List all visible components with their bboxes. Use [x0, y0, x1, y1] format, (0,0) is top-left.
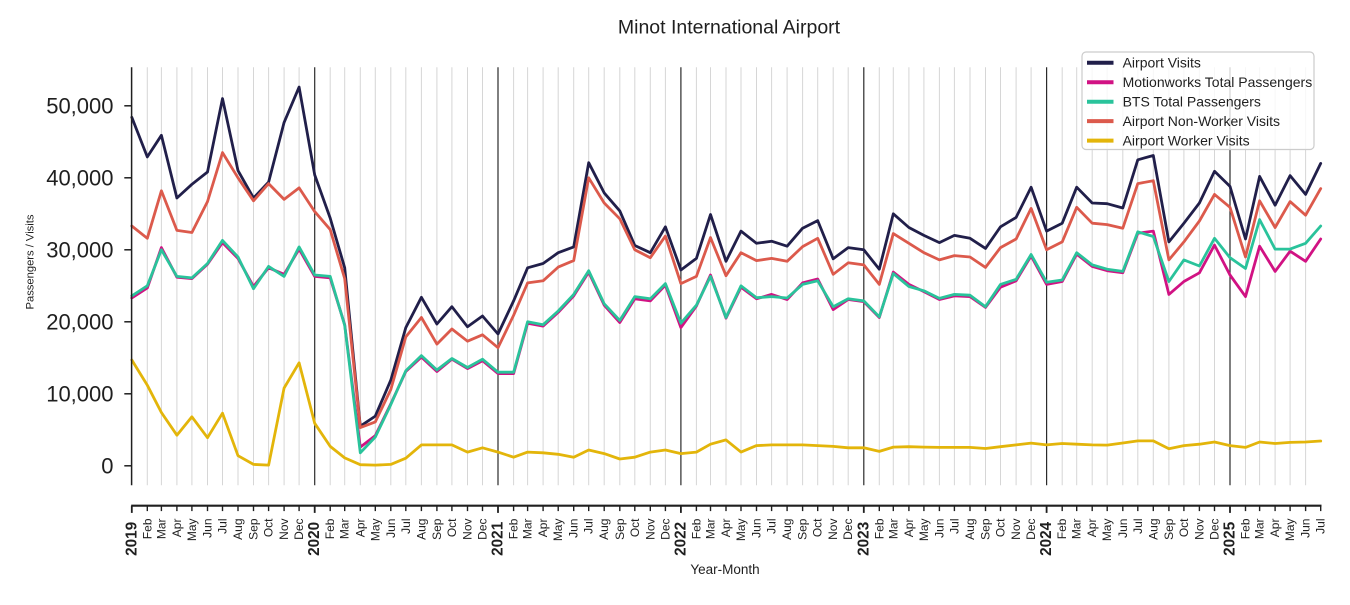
svg-text:Nov: Nov	[1192, 519, 1206, 540]
svg-text:Feb: Feb	[140, 518, 154, 539]
svg-text:Oct: Oct	[445, 518, 459, 537]
svg-text:Jun: Jun	[750, 519, 764, 538]
svg-text:Apr: Apr	[1085, 519, 1099, 538]
svg-text:Aug: Aug	[414, 519, 428, 540]
svg-text:Dec: Dec	[476, 519, 490, 540]
svg-text:Jul: Jul	[765, 519, 779, 534]
svg-text:Nov: Nov	[277, 519, 291, 540]
svg-text:Feb: Feb	[1055, 518, 1069, 539]
svg-text:Jul: Jul	[947, 519, 961, 534]
svg-text:BTS Total Passengers: BTS Total Passengers	[1123, 94, 1261, 110]
svg-text:Mar: Mar	[704, 519, 718, 540]
svg-text:Airport Visits: Airport Visits	[1123, 55, 1201, 71]
svg-text:Aug: Aug	[1146, 519, 1160, 540]
svg-text:20,000: 20,000	[46, 309, 113, 334]
svg-text:Oct: Oct	[262, 518, 276, 537]
svg-text:Mar: Mar	[338, 519, 352, 540]
svg-text:Aug: Aug	[231, 519, 245, 540]
svg-text:Jul: Jul	[582, 519, 596, 534]
svg-text:Oct: Oct	[994, 518, 1008, 537]
svg-text:Dec: Dec	[292, 519, 306, 540]
svg-text:50,000: 50,000	[46, 93, 113, 118]
svg-text:Jun: Jun	[1299, 519, 1313, 538]
svg-text:Jun: Jun	[201, 519, 215, 538]
svg-text:Dec: Dec	[1024, 519, 1038, 540]
svg-text:May: May	[185, 519, 199, 542]
svg-text:Dec: Dec	[841, 519, 855, 540]
svg-text:Oct: Oct	[811, 518, 825, 537]
svg-text:May: May	[734, 519, 748, 542]
svg-text:Apr: Apr	[1268, 519, 1282, 538]
svg-text:Feb: Feb	[689, 518, 703, 539]
svg-text:30,000: 30,000	[46, 237, 113, 262]
svg-text:Motionworks Total Passengers: Motionworks Total Passengers	[1123, 74, 1313, 90]
svg-text:10,000: 10,000	[46, 381, 113, 406]
svg-text:Passengers / Visits: Passengers / Visits	[25, 214, 37, 309]
svg-text:Dec: Dec	[1208, 519, 1222, 540]
svg-text:Airport Non-Worker Visits: Airport Non-Worker Visits	[1123, 113, 1280, 129]
svg-text:2025: 2025	[1222, 521, 1239, 556]
svg-text:2023: 2023	[855, 522, 872, 556]
svg-text:Sep: Sep	[430, 518, 444, 540]
svg-text:Minot International Airport: Minot International Airport	[618, 17, 841, 39]
svg-text:40,000: 40,000	[46, 165, 113, 190]
svg-text:May: May	[368, 519, 382, 542]
svg-text:Feb: Feb	[323, 518, 337, 539]
svg-text:Nov: Nov	[643, 519, 657, 540]
svg-text:Mar: Mar	[1253, 519, 1267, 540]
svg-text:Apr: Apr	[902, 519, 916, 538]
svg-text:2024: 2024	[1038, 521, 1055, 556]
svg-text:Jun: Jun	[384, 519, 398, 538]
svg-text:Jul: Jul	[1131, 519, 1145, 534]
svg-text:May: May	[551, 519, 565, 542]
svg-text:Oct: Oct	[628, 518, 642, 537]
svg-text:Jun: Jun	[1116, 519, 1130, 538]
svg-text:Year-Month: Year-Month	[690, 562, 759, 577]
svg-text:May: May	[917, 519, 931, 542]
svg-text:Aug: Aug	[780, 519, 794, 540]
svg-text:Jun: Jun	[932, 519, 946, 538]
svg-text:Apr: Apr	[353, 519, 367, 538]
svg-text:Sep: Sep	[796, 518, 810, 540]
svg-text:Mar: Mar	[886, 519, 900, 540]
svg-text:2022: 2022	[672, 522, 689, 556]
svg-text:Mar: Mar	[1070, 519, 1084, 540]
svg-text:Feb: Feb	[1239, 518, 1253, 539]
svg-text:2021: 2021	[490, 521, 507, 556]
svg-text:Nov: Nov	[461, 519, 475, 540]
svg-text:Apr: Apr	[170, 519, 184, 538]
svg-text:Apr: Apr	[719, 519, 733, 538]
svg-text:2020: 2020	[306, 522, 323, 556]
svg-text:Mar: Mar	[521, 519, 535, 540]
svg-text:Aug: Aug	[597, 519, 611, 540]
svg-text:Jun: Jun	[567, 519, 581, 538]
svg-text:Jul: Jul	[1314, 519, 1328, 534]
svg-text:Feb: Feb	[872, 518, 886, 539]
svg-text:Mar: Mar	[154, 519, 168, 540]
svg-text:2019: 2019	[123, 522, 140, 556]
svg-text:Feb: Feb	[507, 518, 521, 539]
svg-text:Jul: Jul	[216, 519, 230, 534]
svg-text:May: May	[1100, 519, 1114, 542]
svg-text:Apr: Apr	[536, 519, 550, 538]
svg-text:May: May	[1283, 519, 1297, 542]
svg-text:Sep: Sep	[1162, 518, 1176, 540]
svg-text:Dec: Dec	[658, 519, 672, 540]
svg-text:0: 0	[101, 453, 113, 478]
svg-text:Airport Worker Visits: Airport Worker Visits	[1123, 132, 1250, 148]
svg-text:Sep: Sep	[979, 518, 993, 540]
svg-text:Nov: Nov	[1009, 519, 1023, 540]
svg-text:Jul: Jul	[399, 519, 413, 534]
svg-text:Oct: Oct	[1177, 518, 1191, 537]
svg-text:Sep: Sep	[247, 518, 261, 540]
svg-text:Aug: Aug	[963, 519, 977, 540]
svg-text:Nov: Nov	[826, 519, 840, 540]
svg-text:Sep: Sep	[613, 518, 627, 540]
